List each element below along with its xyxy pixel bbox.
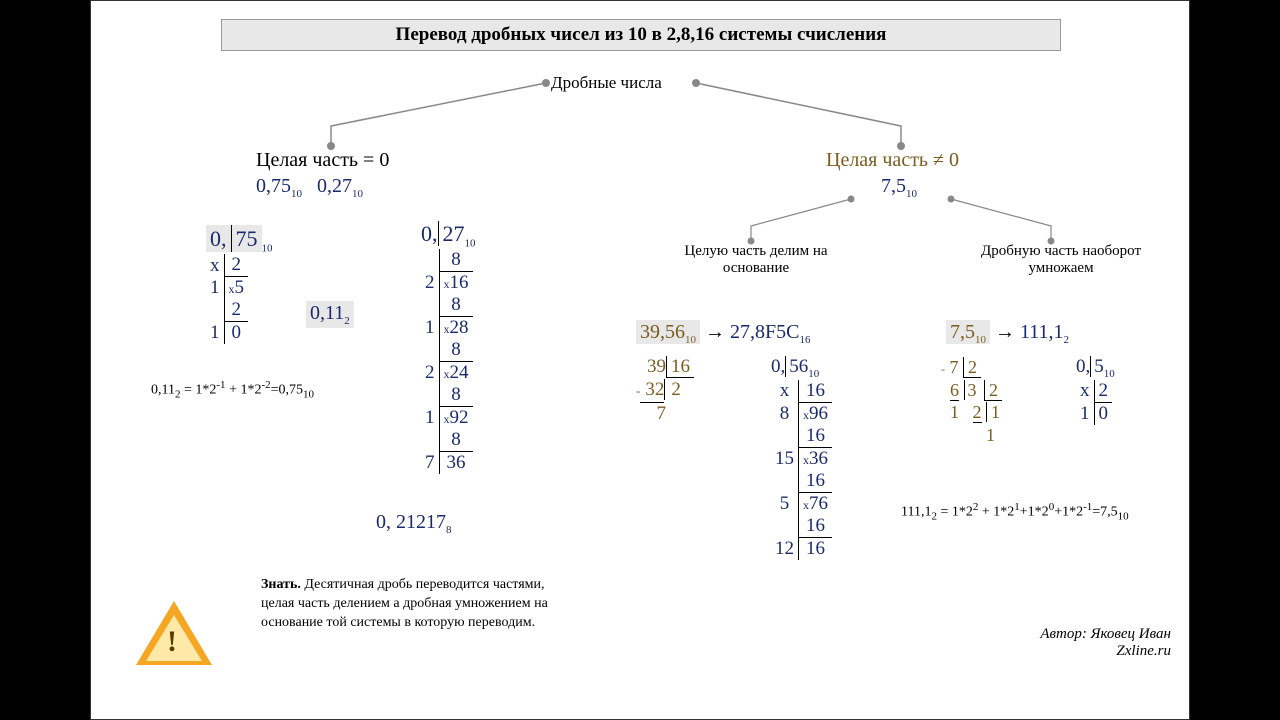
page: Перевод дробных чисел из 10 в 2,8,16 сис… [90, 0, 1190, 720]
left-heading: Целая часть = 0 [256, 149, 389, 172]
result2: 0, 212178 [376, 511, 452, 536]
know-note: Знать. Десятичная дробь переводится част… [261, 576, 581, 633]
right-example: 7,510 [881, 175, 917, 200]
calc4: 0,510 x2 10 [1076, 356, 1115, 425]
calc2-table: 8 2x16 8 1x28 8 2x24 8 1x92 8 736 [421, 249, 473, 474]
verify2: 111,12 = 1*22 + 1*21+1*20+1*2-1=7,510 [901, 501, 1129, 522]
right-sub-left: Целую часть делим на основание [661, 243, 851, 277]
left-examples: 0,7510 0,2710 [256, 175, 363, 200]
calc3-table: x16 8x96 16 15x36 16 5x76 16 1216 [771, 380, 832, 560]
result1: 0,112 [306, 301, 354, 328]
verify1: 0,112 = 1*2-1 + 1*2-2=0,7510 [151, 379, 314, 400]
calc4-table: x2 10 [1076, 380, 1112, 425]
author: Автор: Яковец Иван Zxline.ru [971, 626, 1171, 660]
warning-icon: ! [136, 601, 212, 665]
calc1: 0,7510 x2 1x5 2 10 [206, 226, 273, 344]
conv1: 39,5610 → 27,8F5C16 [636, 321, 810, 346]
conv2: 7,510 → 111,12 [946, 321, 1069, 346]
div2: - 7 2 6 3 2 1 2 1 1 [941, 356, 1004, 446]
calc1-table: x2 1x5 2 10 [206, 254, 248, 344]
calc2: 0,2710 8 2x16 8 1x28 8 2x24 8 1x92 8 736 [421, 221, 476, 474]
right-heading: Целая часть ≠ 0 [826, 149, 959, 172]
div1: 3916 -322 7 [636, 356, 694, 425]
tree-connectors [91, 1, 1191, 261]
calc3: 0,5610 x16 8x96 16 15x36 16 5x76 16 1216 [771, 356, 832, 560]
right-sub-right: Дробную часть наоборот умножаем [961, 243, 1161, 277]
